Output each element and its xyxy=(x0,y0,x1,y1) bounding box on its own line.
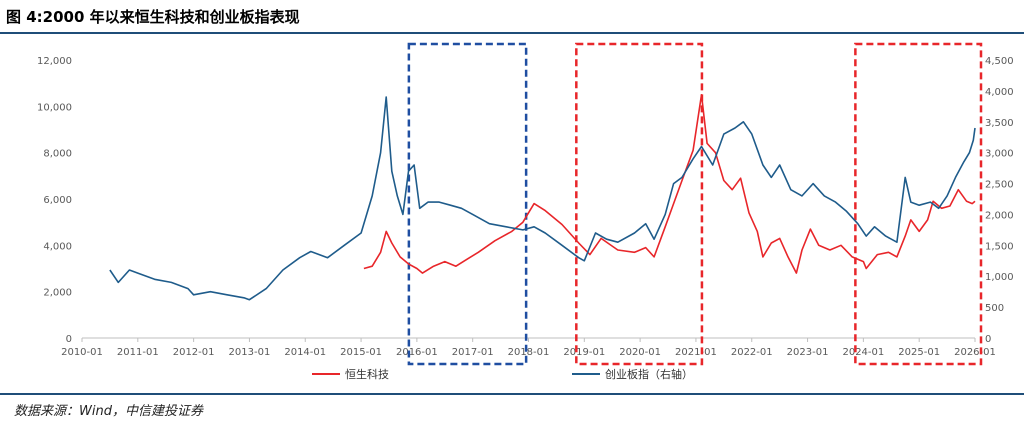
y-left-tick-label: 4,000 xyxy=(43,241,72,252)
page-title: 图 4:2000 年以来恒生科技和创业板指表现 xyxy=(6,8,300,26)
y-right-tick-label: 2,500 xyxy=(985,180,1014,191)
y-right-tick-label: 4,500 xyxy=(985,56,1014,67)
x-tick-label: 2018-01 xyxy=(508,347,550,358)
y-left-tick-label: 10,000 xyxy=(37,102,72,113)
x-tick-label: 2013-01 xyxy=(229,347,271,358)
header-divider xyxy=(0,32,1024,34)
x-tick-label: 2019-01 xyxy=(563,347,605,358)
y-left-tick-label: 0 xyxy=(66,334,72,345)
y-right-tick-label: 3,500 xyxy=(985,118,1014,129)
x-tick-label: 2014-01 xyxy=(284,347,326,358)
y-right-tick-label: 4,000 xyxy=(985,87,1014,98)
y-right-tick-label: 0 xyxy=(985,334,991,345)
x-tick-label: 2016-01 xyxy=(396,347,438,358)
highlight-boxes xyxy=(407,42,983,366)
chart-axes: 0 2,000 4,000 6,000 8,000 10,000 12,000 0 500 1,0… xyxy=(37,56,1014,358)
y-right-tick-label: 1,500 xyxy=(985,241,1014,252)
x-tick-label: 2025-01 xyxy=(898,347,940,358)
x-tick-label: 2022-01 xyxy=(731,347,773,358)
highlight-box xyxy=(575,42,704,366)
x-tick-label: 2023-01 xyxy=(787,347,829,358)
x-tick-label: 2024-01 xyxy=(842,347,884,358)
legend-label: 恒生科技 xyxy=(345,367,389,381)
y-right-tick-label: 500 xyxy=(985,303,1004,314)
legend-label: 创业板指（右轴） xyxy=(605,367,693,381)
y-right-tick-label: 1,000 xyxy=(985,272,1014,283)
series-line-chinext xyxy=(109,96,976,301)
x-tick-label: 2010-01 xyxy=(61,347,103,358)
x-tick-label: 2017-01 xyxy=(452,347,494,358)
x-tick-label: 2021-01 xyxy=(675,347,717,358)
y-left-tick-label: 12,000 xyxy=(37,56,72,67)
chart-legend: 恒生科技 创业板指（右轴） xyxy=(312,367,693,381)
x-tick-label: 2020-01 xyxy=(619,347,661,358)
series-lines xyxy=(109,94,976,301)
highlight-box xyxy=(854,42,983,366)
y-left-tick-label: 6,000 xyxy=(43,195,72,206)
line-chart: 0 2,000 4,000 6,000 8,000 10,000 12,000 0 500 1,0… xyxy=(37,42,1014,381)
x-tick-label: 2026-01 xyxy=(954,347,996,358)
x-tick-label: 2015-01 xyxy=(340,347,382,358)
y-left-tick-label: 8,000 xyxy=(43,149,72,160)
highlight-box xyxy=(407,42,528,366)
x-tick-label: 2011-01 xyxy=(117,347,159,358)
y-right-tick-label: 2,000 xyxy=(985,210,1014,221)
series-line-hstech xyxy=(363,94,976,274)
y-left-tick-label: 2,000 xyxy=(43,288,72,299)
y-right-tick-label: 3,000 xyxy=(985,149,1014,160)
x-tick-label: 2012-01 xyxy=(173,347,215,358)
footer-divider xyxy=(0,393,1024,395)
source-note: 数据来源：Wind，中信建投证券 xyxy=(14,404,203,419)
